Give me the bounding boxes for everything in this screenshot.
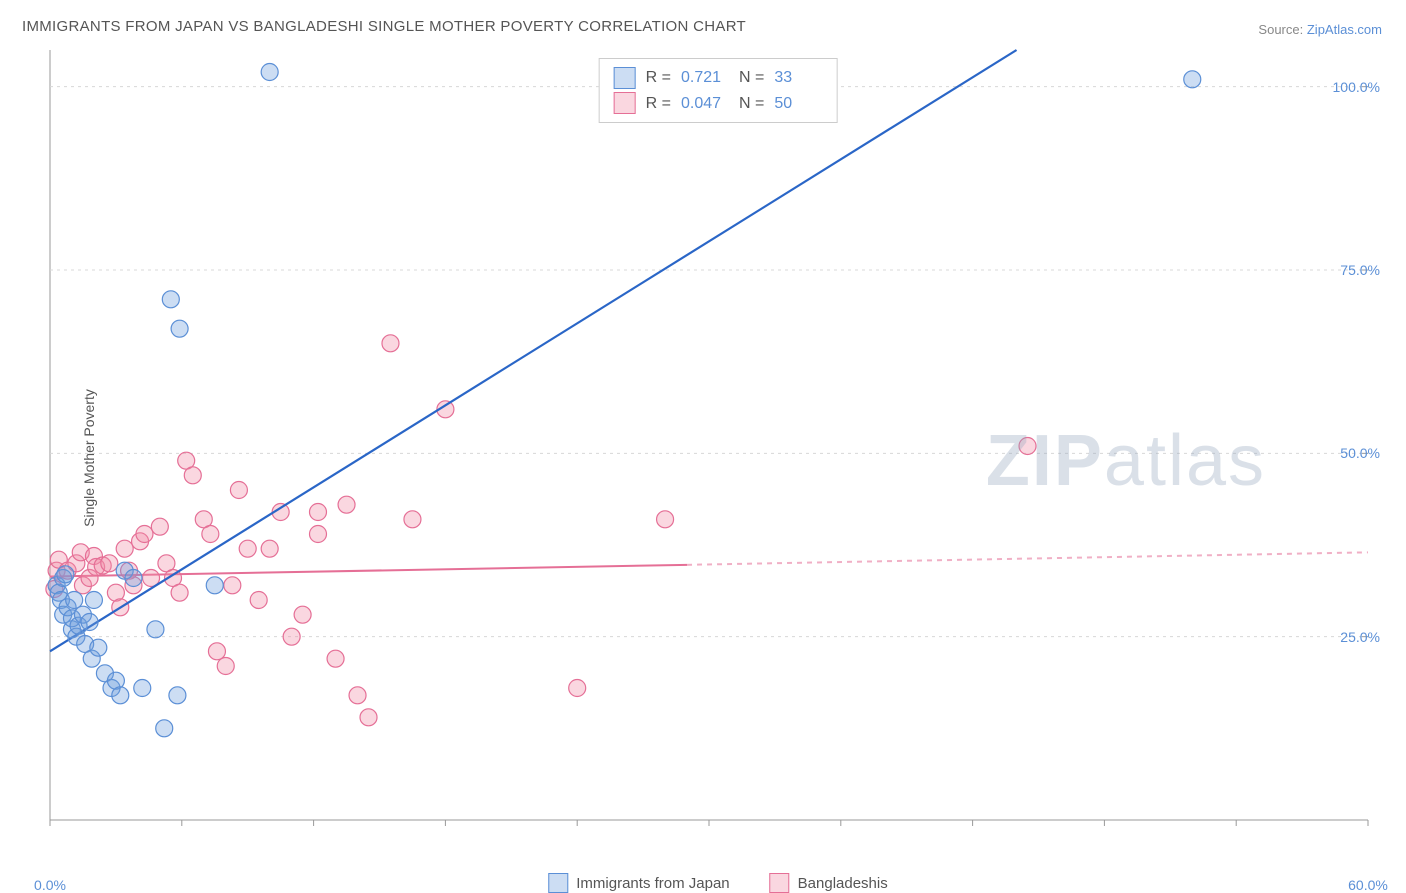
stat-row: R = 0.047 N = 50 bbox=[614, 91, 823, 117]
chart-title: IMMIGRANTS FROM JAPAN VS BANGLADESHI SIN… bbox=[22, 18, 746, 35]
y-tick-label: 50.0% bbox=[1340, 445, 1380, 461]
stat-r-label: R = bbox=[646, 91, 671, 117]
stat-swatch bbox=[614, 92, 636, 114]
plot-area: Single Mother Poverty R =0.721N =33R =0.… bbox=[50, 50, 1386, 865]
correlation-stat-box: R = 0.721 N = 33 R = 0.047 N = 50 bbox=[599, 58, 838, 123]
y-tick-label: 75.0% bbox=[1340, 262, 1380, 278]
x-tick-label: 0.0% bbox=[34, 877, 66, 893]
legend-swatch bbox=[770, 873, 790, 893]
stat-swatch bbox=[614, 67, 636, 89]
stat-n-value: 50 bbox=[774, 91, 822, 117]
legend-label: Immigrants from Japan bbox=[576, 875, 729, 892]
stat-n-label: N = bbox=[739, 65, 764, 91]
source-label: Source: bbox=[1258, 22, 1303, 37]
legend-item: Immigrants from Japan bbox=[548, 873, 729, 893]
stat-r-value: 0.047 bbox=[681, 91, 729, 117]
x-tick-label: 60.0% bbox=[1348, 877, 1388, 893]
stat-n-label: N = bbox=[739, 91, 764, 117]
stat-r-label: R = bbox=[646, 65, 671, 91]
stat-n-value: 33 bbox=[774, 65, 822, 91]
source-attribution: Source: ZipAtlas.com bbox=[1258, 22, 1382, 37]
y-tick-label: 100.0% bbox=[1333, 79, 1380, 95]
legend-swatch bbox=[548, 873, 568, 893]
y-tick-label: 25.0% bbox=[1340, 629, 1380, 645]
legend-item: Bangladeshis bbox=[770, 873, 888, 893]
legend-label: Bangladeshis bbox=[798, 875, 888, 892]
x-axis-legend: Immigrants from Japan Bangladeshis bbox=[548, 873, 887, 893]
scatter-plot-svg bbox=[50, 50, 1386, 865]
stat-r-value: 0.721 bbox=[681, 65, 729, 91]
source-link[interactable]: ZipAtlas.com bbox=[1307, 22, 1382, 37]
stat-row: R = 0.721 N = 33 bbox=[614, 65, 823, 91]
